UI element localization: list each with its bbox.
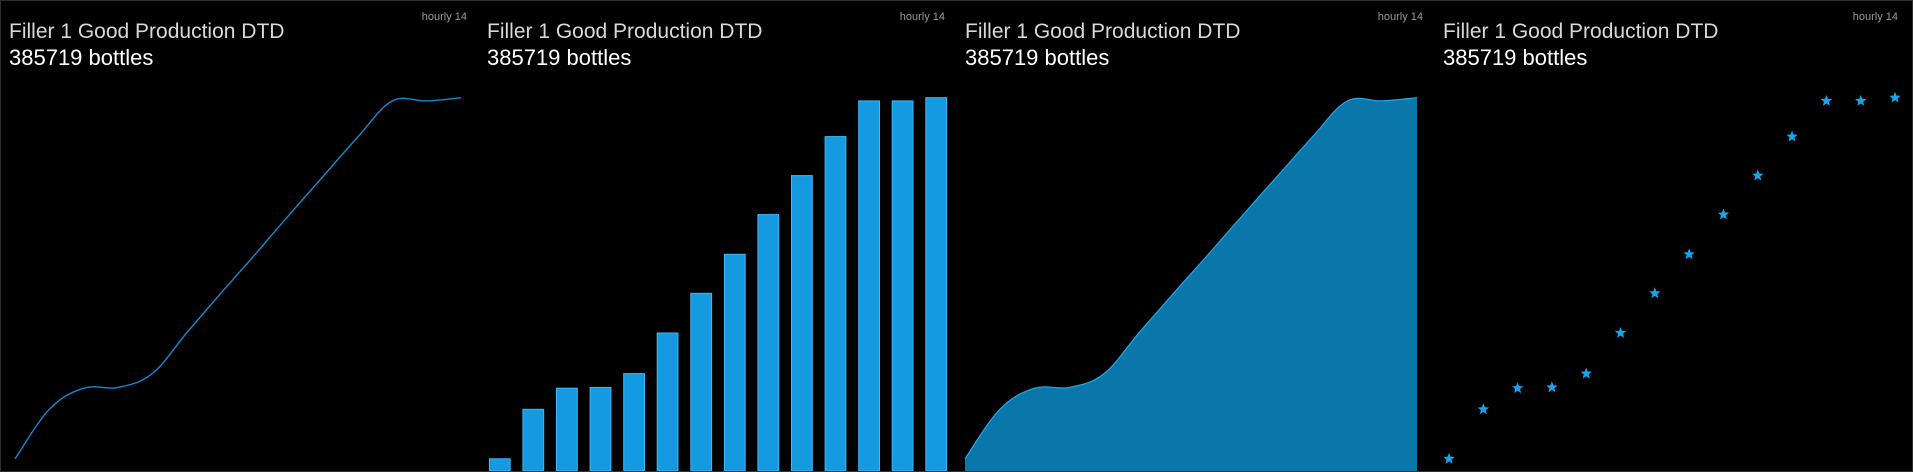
series-line <box>14 97 462 460</box>
bar-8 <box>723 253 746 471</box>
bar-13 <box>891 100 914 471</box>
data-point-10 <box>319 171 329 181</box>
panel-area-chart[interactable]: Filler 1 Good Production DTD 385719 bott… <box>957 1 1435 471</box>
data-point-12 <box>387 96 397 106</box>
line-chart <box>10 93 466 464</box>
data-point-3 <box>79 383 89 393</box>
bar-11 <box>824 136 847 471</box>
data-point-14 <box>456 93 466 103</box>
star-scatter-chart <box>1443 91 1901 464</box>
panel-line-chart[interactable]: Filler 1 Good Production DTD 385719 bott… <box>1 1 479 471</box>
star-icon <box>1511 382 1524 394</box>
data-point-6 <box>182 328 192 338</box>
panel-value: 385719 bottles <box>965 45 1110 70</box>
data-point-13 <box>422 96 432 106</box>
interval-badge: hourly 14 <box>421 11 467 23</box>
area-fill <box>965 97 1417 471</box>
interval-badge: hourly 14 <box>1377 11 1423 23</box>
star-icon <box>1855 94 1867 106</box>
data-point-8 <box>250 249 260 259</box>
panel-title: Filler 1 Good Production DTD <box>487 20 763 43</box>
bar-7 <box>690 292 713 471</box>
panel-scatter-chart[interactable]: Filler 1 Good Production DTD 385719 bott… <box>1435 1 1912 471</box>
data-point-4 <box>113 382 123 392</box>
star-icon <box>1683 248 1695 260</box>
star-icon <box>1786 130 1798 142</box>
bar-4 <box>589 386 612 471</box>
panel-value: 385719 bottles <box>1443 45 1588 70</box>
data-point-7 <box>216 288 226 298</box>
bar-3 <box>556 387 578 471</box>
interval-badge: hourly 14 <box>1852 11 1898 23</box>
star-icon <box>1649 287 1661 299</box>
star-icon <box>1477 403 1489 415</box>
star-icon <box>1580 367 1592 379</box>
bar-10 <box>791 175 813 471</box>
star-icon <box>1614 327 1627 338</box>
star-icon <box>1443 452 1455 464</box>
star-icon <box>1752 169 1764 181</box>
interval-badge: hourly 14 <box>899 11 945 23</box>
data-point-1 <box>10 454 20 464</box>
bar-9 <box>757 214 780 471</box>
bar-1 <box>488 458 511 471</box>
bar-14 <box>925 97 948 471</box>
star-icon <box>1889 91 1901 103</box>
area-line <box>964 97 1418 460</box>
star-icon <box>1717 208 1730 220</box>
star-icon <box>1820 94 1833 106</box>
data-point-11 <box>353 132 363 142</box>
panel-value: 385719 bottles <box>9 45 154 70</box>
star-icon <box>1546 381 1558 393</box>
panel-bar-chart[interactable]: Filler 1 Good Production DTD 385719 bott… <box>479 1 957 471</box>
data-point-2 <box>44 404 54 414</box>
bar-5 <box>623 373 645 471</box>
panel-title: Filler 1 Good Production DTD <box>1443 20 1719 43</box>
area-chart <box>964 97 1418 471</box>
data-point-5 <box>147 369 157 379</box>
bar-12 <box>858 100 881 471</box>
data-point-9 <box>285 210 295 220</box>
bar-chart <box>488 97 948 471</box>
bar-6 <box>656 332 679 471</box>
bar-2 <box>522 408 545 471</box>
panel-value: 385719 bottles <box>487 45 632 70</box>
panel-title: Filler 1 Good Production DTD <box>9 20 285 43</box>
panel-title: Filler 1 Good Production DTD <box>965 20 1241 43</box>
